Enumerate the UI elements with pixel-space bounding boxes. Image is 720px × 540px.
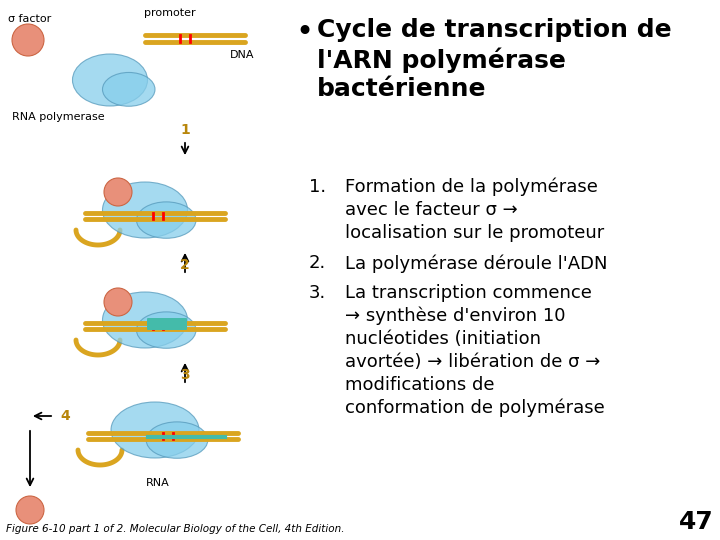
Ellipse shape	[146, 422, 208, 458]
Text: promoter: promoter	[144, 8, 196, 18]
Ellipse shape	[73, 54, 148, 106]
Text: Cycle de transcription de
l'ARN polymérase
bactérienne: Cycle de transcription de l'ARN polyméra…	[317, 18, 672, 102]
Text: RNA polymerase: RNA polymerase	[12, 112, 104, 122]
Circle shape	[16, 496, 44, 524]
Text: 3: 3	[180, 368, 190, 382]
Text: Formation de la polymérase
avec le facteur σ →
localisation sur le promoteur: Formation de la polymérase avec le facte…	[345, 178, 604, 242]
Circle shape	[104, 178, 132, 206]
Text: 1.: 1.	[309, 178, 326, 196]
Text: 47: 47	[679, 510, 714, 534]
Ellipse shape	[137, 312, 196, 348]
Text: RNA: RNA	[146, 478, 170, 488]
Text: Figure 6-10 part 1 of 2. Molecular Biology of the Cell, 4th Edition.: Figure 6-10 part 1 of 2. Molecular Biolo…	[6, 524, 344, 534]
Text: La polymérase déroule l'ADN: La polymérase déroule l'ADN	[345, 254, 608, 273]
Text: 3.: 3.	[309, 284, 326, 302]
Text: 1: 1	[180, 123, 190, 137]
Text: •: •	[295, 18, 313, 47]
Text: 4: 4	[60, 409, 70, 423]
Ellipse shape	[102, 292, 187, 348]
Text: σ factor: σ factor	[8, 14, 51, 24]
Ellipse shape	[102, 182, 187, 238]
Ellipse shape	[102, 72, 155, 106]
FancyBboxPatch shape	[147, 318, 187, 330]
Ellipse shape	[137, 202, 196, 238]
Ellipse shape	[111, 402, 199, 458]
Circle shape	[12, 24, 44, 56]
Text: DNA: DNA	[230, 50, 254, 60]
Text: 2: 2	[180, 258, 190, 272]
Text: 2.: 2.	[309, 254, 326, 272]
Circle shape	[104, 288, 132, 316]
Text: La transcription commence
→ synthèse d'environ 10
nucléotides (initiation
avorté: La transcription commence → synthèse d'e…	[345, 284, 605, 417]
